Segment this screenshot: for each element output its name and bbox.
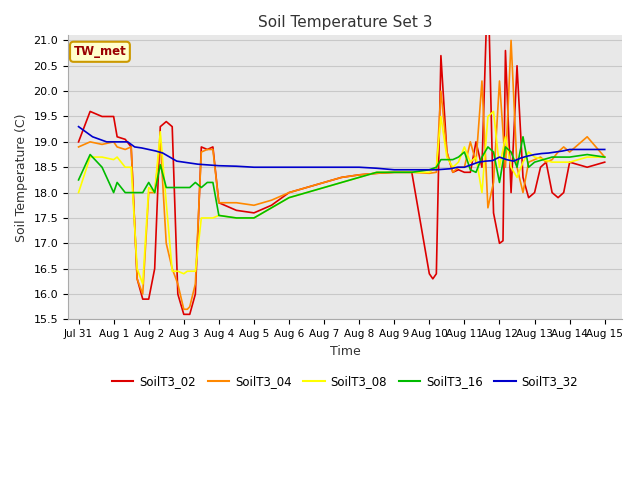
X-axis label: Time: Time [330,345,360,358]
Title: Soil Temperature Set 3: Soil Temperature Set 3 [258,15,433,30]
Legend: SoilT3_02, SoilT3_04, SoilT3_08, SoilT3_16, SoilT3_32: SoilT3_02, SoilT3_04, SoilT3_08, SoilT3_… [108,371,583,393]
Y-axis label: Soil Temperature (C): Soil Temperature (C) [15,113,28,241]
Text: TW_met: TW_met [74,45,126,58]
